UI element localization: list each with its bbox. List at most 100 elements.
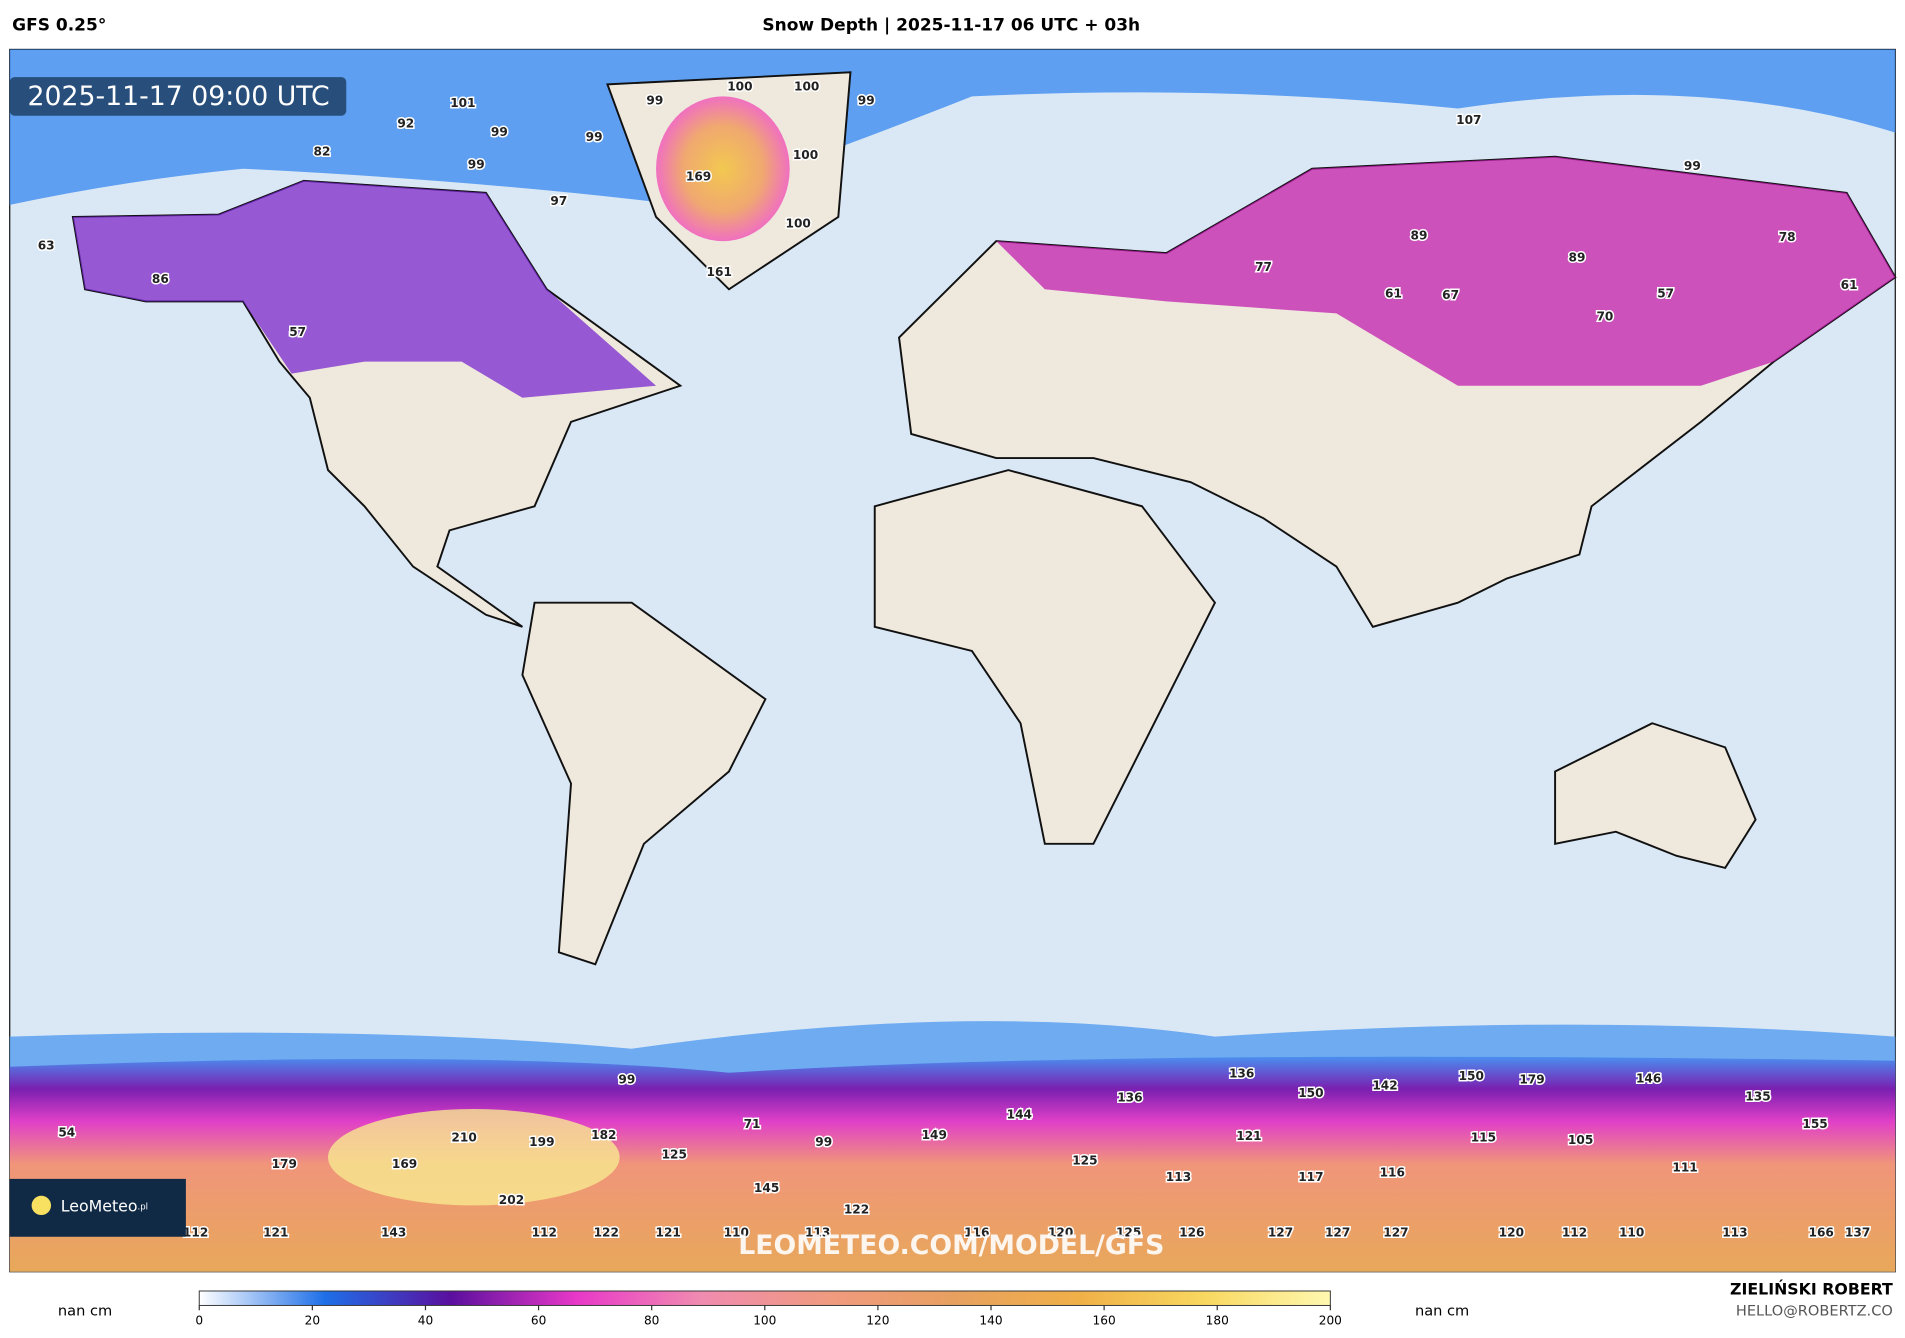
snow-depth-label: 116 bbox=[1380, 1165, 1405, 1179]
snow-depth-label: 169 bbox=[392, 1157, 417, 1171]
arctic-snow bbox=[9, 49, 1896, 205]
colorbar-tick-label: 120 bbox=[866, 1314, 889, 1328]
snow-depth-label: 99 bbox=[1684, 159, 1701, 173]
snow-depth-label: 113 bbox=[1722, 1226, 1747, 1240]
snow-depth-label: 121 bbox=[263, 1226, 288, 1240]
snow-depth-label: 121 bbox=[1236, 1129, 1261, 1143]
snow-depth-label: 142 bbox=[1372, 1079, 1397, 1093]
snow-depth-label: 122 bbox=[844, 1203, 869, 1217]
snow-depth-label: 135 bbox=[1745, 1089, 1770, 1103]
snow-depth-label: 99 bbox=[815, 1135, 832, 1149]
colorbar-tick-label: 0 bbox=[195, 1314, 203, 1328]
model-name: GFS 0.25° bbox=[12, 14, 106, 34]
map: 101 92 99 99 100 100 99 99 82 99 100 169 97 100 161 63 8… bbox=[9, 48, 1897, 1273]
greenland-ice bbox=[656, 96, 790, 242]
snow-depth-label: 149 bbox=[922, 1128, 947, 1142]
australia bbox=[1554, 722, 1757, 869]
snow-depth-label: 166 bbox=[1808, 1226, 1833, 1240]
snow-depth-label: 125 bbox=[1072, 1153, 1097, 1167]
colorbar-right-label: nan cm bbox=[1415, 1304, 1469, 1320]
snow-depth-label: 78 bbox=[1779, 230, 1796, 244]
snow-depth-label: 105 bbox=[1568, 1133, 1593, 1147]
south-america bbox=[521, 601, 767, 966]
snow-depth-label: 127 bbox=[1268, 1226, 1293, 1240]
snow-depth-label: 61 bbox=[1841, 278, 1858, 292]
snow-depth-label: 100 bbox=[786, 217, 811, 231]
snow-depth-label: 202 bbox=[499, 1193, 524, 1207]
snow-depth-label: 71 bbox=[744, 1117, 761, 1131]
snow-depth-label: 143 bbox=[381, 1226, 406, 1240]
snow-depth-label: 63 bbox=[38, 238, 55, 252]
snow-depth-label: 150 bbox=[1459, 1069, 1484, 1083]
snow-depth-label: 146 bbox=[1636, 1071, 1661, 1085]
snow-depth-label: 145 bbox=[754, 1181, 779, 1195]
snow-depth-label: 86 bbox=[152, 272, 169, 286]
timestamp-box bbox=[9, 77, 347, 116]
snow-depth-label: 61 bbox=[1385, 287, 1402, 301]
colorbar-tick-label: 60 bbox=[531, 1314, 546, 1328]
snow-depth-label: 182 bbox=[591, 1128, 616, 1142]
snow-depth-label: 99 bbox=[646, 94, 663, 108]
colorbar-tick-label: 40 bbox=[418, 1314, 433, 1328]
snow-depth-label: 100 bbox=[793, 148, 818, 162]
snow-depth-label: 136 bbox=[1229, 1067, 1254, 1081]
snow-depth-label: 150 bbox=[1298, 1086, 1323, 1100]
snow-depth-label: 97 bbox=[550, 194, 567, 208]
snow-depth-label: 77 bbox=[1255, 260, 1272, 274]
snow-depth-label: 113 bbox=[805, 1226, 830, 1240]
snow-depth-label: 89 bbox=[1411, 229, 1428, 243]
colorbar-tick-label: 160 bbox=[1093, 1314, 1116, 1328]
africa bbox=[873, 469, 1217, 845]
snow-depth-label: 70 bbox=[1596, 310, 1613, 324]
colorbar-left-label: nan cm bbox=[58, 1304, 112, 1320]
snow-depth-label: 179 bbox=[272, 1157, 297, 1171]
snow-depth-label: 127 bbox=[1325, 1226, 1350, 1240]
snow-depth-label: 112 bbox=[532, 1226, 557, 1240]
snow-depth-label: 125 bbox=[662, 1147, 687, 1161]
snow-depth-label: 107 bbox=[1456, 113, 1481, 127]
snow-depth-label: 100 bbox=[794, 79, 819, 93]
snow-depth-label: 116 bbox=[964, 1226, 989, 1240]
title: Snow Depth | 2025-11-17 06 UTC + 03h bbox=[762, 14, 1140, 34]
colorbar-tick-label: 140 bbox=[979, 1314, 1002, 1328]
snow-depth-label: 126 bbox=[1179, 1226, 1204, 1240]
snow-depth-label: 120 bbox=[1048, 1226, 1073, 1240]
snow-depth-labels: 101 92 99 99 100 100 99 99 82 99 100 169 97 100 161 63 8… bbox=[36, 78, 1872, 1241]
snow-depth-label: 100 bbox=[727, 79, 752, 93]
colorbar-tick-label: 180 bbox=[1206, 1314, 1229, 1328]
timestamp: 2025-11-17 09:00 UTC bbox=[28, 81, 330, 112]
logo: LeoMeteo.pl bbox=[61, 1196, 148, 1215]
snow-depth-label: 127 bbox=[1383, 1226, 1408, 1240]
logo-name: LeoMeteo bbox=[61, 1196, 138, 1215]
na-snow bbox=[72, 180, 657, 398]
antarctic-peak bbox=[328, 1108, 620, 1206]
credit-email: HELLO@ROBERTZ.CO bbox=[1736, 1304, 1893, 1320]
snow-depth-label: 117 bbox=[1298, 1170, 1323, 1184]
snow-depth-label: 92 bbox=[397, 117, 414, 131]
snow-depth-label: 99 bbox=[468, 158, 485, 172]
snow-depth-label: 110 bbox=[1619, 1226, 1644, 1240]
colorbar bbox=[198, 1290, 1331, 1306]
snow-depth-label: 155 bbox=[1802, 1117, 1827, 1131]
snow-depth-label: 122 bbox=[594, 1226, 619, 1240]
snow-depth-label: 99 bbox=[858, 94, 875, 108]
snow-depth-label: 67 bbox=[1442, 288, 1459, 302]
logo-suffix: .pl bbox=[137, 1201, 147, 1211]
colorbar-tick-label: 200 bbox=[1319, 1314, 1342, 1328]
colorbar-ticks: 0 20 40 60 80 100 120 140 160 180 200 bbox=[195, 1305, 1342, 1328]
snow-depth-label: 54 bbox=[58, 1126, 75, 1140]
watermark: LEOMETEO.COM/MODEL/GFS bbox=[738, 1230, 1164, 1261]
snow-depth-label: 199 bbox=[529, 1135, 554, 1149]
snow-depth-label: 137 bbox=[1845, 1226, 1870, 1240]
snow-depth-label: 179 bbox=[1519, 1073, 1544, 1087]
snow-depth-label: 125 bbox=[1116, 1226, 1141, 1240]
colorbar-tick-label: 80 bbox=[644, 1314, 659, 1328]
snow-depth-label: 57 bbox=[1657, 287, 1674, 301]
snow-depth-label: 169 bbox=[686, 170, 711, 184]
snow-depth-label: 120 bbox=[1499, 1226, 1524, 1240]
snow-depth-label: 99 bbox=[586, 130, 603, 144]
snow-depth-label: 99 bbox=[491, 125, 508, 139]
snow-depth-label: 112 bbox=[183, 1226, 208, 1240]
snow-depth-label: 161 bbox=[707, 265, 732, 279]
